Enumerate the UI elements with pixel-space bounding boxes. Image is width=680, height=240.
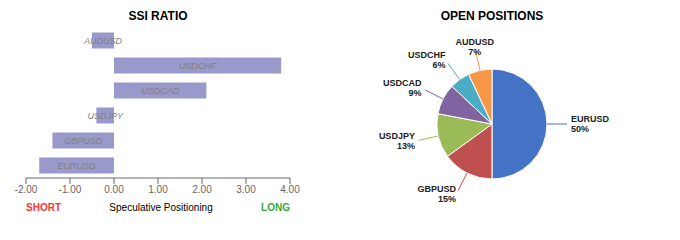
html-text:LONG: LONG: [261, 202, 290, 213]
svg-text:USDCAD: USDCAD: [141, 86, 180, 96]
svg-text:0.00: 0.00: [104, 184, 124, 195]
svg-text:GBPUSD15%: GBPUSD15%: [418, 184, 457, 204]
svg-text:-1.00: -1.00: [59, 184, 82, 195]
svg-text:AUDUSD7%: AUDUSD7%: [456, 37, 495, 57]
svg-text:USDCHF6%: USDCHF6%: [408, 50, 446, 70]
svg-text:3.00: 3.00: [236, 184, 256, 195]
svg-text:-2.00: -2.00: [15, 184, 38, 195]
svg-text:EURUSD: EURUSD: [58, 161, 97, 171]
html-text:SSI RATIO: SSI RATIO: [128, 9, 188, 23]
html-text:OPEN POSITIONS: OPEN POSITIONS: [440, 9, 544, 23]
svg-text:EURUSD50%: EURUSD50%: [571, 114, 610, 134]
svg-text:AUDUSD: AUDUSD: [83, 36, 123, 46]
svg-text:2.00: 2.00: [192, 184, 212, 195]
svg-text:4.00: 4.00: [280, 184, 300, 195]
html-text:SHORT: SHORT: [26, 202, 61, 213]
svg-text:GBPUSD: GBPUSD: [64, 136, 103, 146]
svg-text:1.00: 1.00: [148, 184, 168, 195]
svg-text:USDJPY13%: USDJPY13%: [379, 131, 415, 151]
svg-text:USDCHF: USDCHF: [179, 61, 217, 71]
svg-text:USDCAD9%: USDCAD9%: [383, 78, 422, 98]
svg-text:USDJPY: USDJPY: [87, 111, 124, 121]
html-text:Speculative Positioning: Speculative Positioning: [109, 202, 213, 213]
